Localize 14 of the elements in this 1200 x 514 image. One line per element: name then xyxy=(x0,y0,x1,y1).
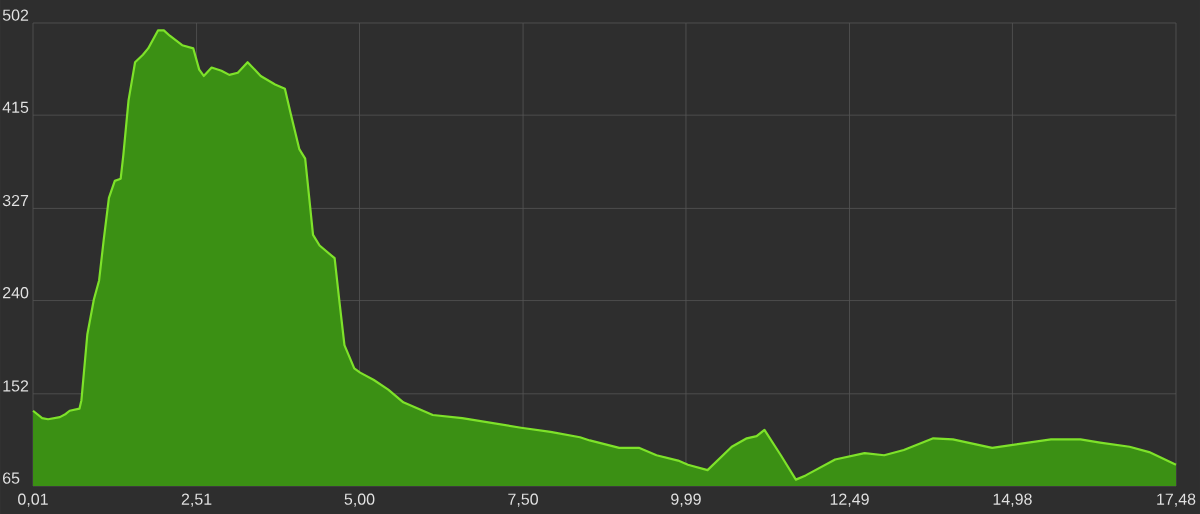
x-tick-label: 0,01 xyxy=(18,493,48,507)
y-tick-label: 502 xyxy=(2,9,29,21)
y-tick-label: 240 xyxy=(3,287,29,299)
x-tick-label: 12,49 xyxy=(830,493,869,507)
y-tick-label: 152 xyxy=(3,380,29,392)
y-tick-label: 65 xyxy=(3,472,20,484)
x-tick-label: 7,50 xyxy=(508,493,538,507)
y-tick-label: 327 xyxy=(2,194,29,207)
x-tick-label: 9,99 xyxy=(671,493,701,507)
x-tick-label: 17,48 xyxy=(1157,493,1196,507)
x-tick-label: 5,00 xyxy=(344,493,375,507)
x-tick-label: 14,98 xyxy=(993,493,1032,507)
y-tick-label: 415 xyxy=(2,101,29,113)
x-tick-label: 2,51 xyxy=(181,493,212,507)
